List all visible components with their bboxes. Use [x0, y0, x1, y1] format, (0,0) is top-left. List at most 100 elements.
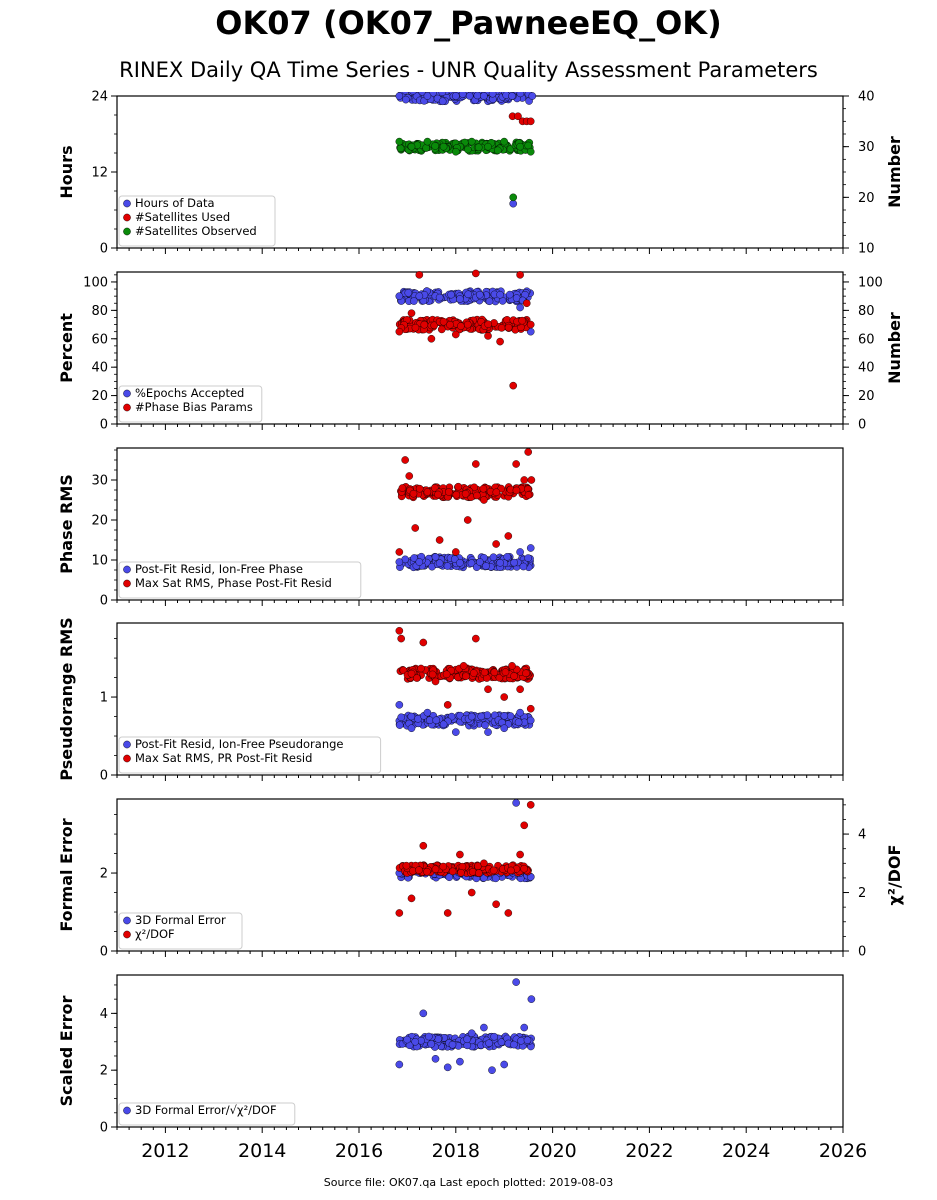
scatter-point — [469, 669, 478, 677]
data-points — [395, 799, 535, 917]
scatter-point — [495, 673, 504, 682]
scatter-point — [463, 1035, 471, 1044]
scatter-point — [526, 801, 535, 809]
legend-box — [118, 561, 362, 599]
legend-entry: 3D Formal Error — [135, 913, 226, 927]
scatter-point — [501, 668, 510, 676]
scatter-point — [439, 720, 448, 729]
legend-entry: Max Sat RMS, Phase Post-Fit Resid — [135, 576, 332, 590]
chart-title: OK07 (OK07_PawneeEQ_OK) — [215, 4, 722, 42]
scatter-point — [488, 1066, 496, 1074]
y-right-tick-label: 2 — [858, 886, 866, 901]
scatter-point — [479, 484, 488, 493]
scatter-point — [402, 861, 411, 870]
scatter-point — [488, 92, 497, 98]
scatter-point — [438, 92, 447, 96]
scatter-point — [397, 634, 405, 643]
legend-marker — [123, 579, 131, 588]
scatter-point — [509, 193, 518, 202]
scatter-point — [434, 490, 442, 499]
scatter-point — [526, 320, 535, 329]
scatter-point — [476, 558, 484, 566]
scatter-point — [528, 92, 537, 100]
scatter-point — [443, 701, 452, 709]
legend-marker — [123, 1106, 131, 1115]
scatter-point — [510, 672, 518, 680]
y-tick-label: 40 — [91, 361, 108, 376]
scatter-point — [415, 292, 424, 300]
scatter-point — [431, 1055, 440, 1063]
scatter-point — [407, 142, 416, 151]
scatter-point — [514, 112, 522, 121]
scatter-point — [411, 323, 420, 332]
scatter-point — [516, 708, 524, 717]
scatter-point — [423, 488, 432, 496]
scatter-point — [438, 97, 447, 106]
scatter-point — [512, 799, 520, 807]
panel-frame — [116, 974, 844, 1128]
scatter-point — [451, 728, 460, 736]
legend-entry: Max Sat RMS, PR Post-Fit Resid — [135, 751, 312, 765]
scatter-point — [403, 1035, 411, 1044]
scatter-point — [520, 821, 529, 830]
scatter-point — [500, 137, 509, 146]
scatter-point — [423, 708, 432, 717]
legend-marker — [123, 565, 131, 574]
scatter-point — [524, 491, 533, 499]
scatter-point — [492, 540, 500, 548]
y-tick-label: 2 — [100, 867, 108, 882]
scatter-point — [526, 544, 535, 552]
scatter-point — [397, 713, 406, 722]
panel-4: 0 1 Pseudorange RMS Post-Fit Resid, Ion-Fre… — [57, 617, 844, 784]
scatter-point — [516, 548, 524, 556]
y-right-tick-label: 20 — [858, 191, 875, 206]
y-tick-label: 2 — [100, 1064, 108, 1079]
scatter-point — [456, 559, 464, 567]
scatter-point — [432, 716, 441, 725]
scatter-point — [435, 293, 444, 302]
chart-subtitle: RINEX Daily QA Time Series - UNR Quality… — [119, 58, 818, 82]
scatter-point — [473, 92, 482, 100]
data-points — [395, 626, 535, 736]
x-tick-label: 2014 — [238, 1140, 286, 1162]
scatter-point — [475, 869, 483, 877]
scatter-point — [467, 137, 476, 146]
legend-entry: #Satellites Used — [135, 210, 230, 224]
scatter-point — [451, 548, 460, 556]
y-tick-label: 20 — [91, 389, 108, 404]
scatter-point — [458, 92, 467, 98]
scatter-point — [427, 334, 436, 343]
legend-marker — [123, 213, 131, 222]
y-right-tick-label: 4 — [858, 828, 866, 843]
x-tick-label: 2026 — [819, 1140, 867, 1162]
scatter-point — [474, 143, 483, 152]
scatter-point — [395, 909, 404, 917]
scatter-point — [463, 516, 472, 524]
scatter-point — [522, 669, 530, 678]
scatter-point — [395, 626, 404, 635]
scatter-point — [467, 712, 476, 721]
scatter-point — [491, 874, 500, 883]
scatter-point — [415, 484, 424, 493]
legend-entry: %Epochs Accepted — [135, 386, 244, 400]
legend-box — [118, 385, 263, 423]
y-tick-label: 80 — [91, 304, 108, 319]
scatter-point — [415, 558, 424, 566]
scatter-point — [516, 142, 524, 151]
y-tick-label: 0 — [100, 418, 108, 433]
scatter-point — [473, 491, 481, 500]
scatter-point — [427, 1040, 436, 1048]
scatter-point — [407, 894, 416, 903]
scatter-point — [526, 716, 535, 725]
scatter-point — [431, 865, 440, 873]
scatter-point — [480, 1023, 488, 1032]
scatter-point — [508, 92, 516, 100]
scatter-point — [484, 320, 493, 329]
y-axis-label: Hours — [57, 145, 76, 198]
y-axis-label: Scaled Error — [57, 996, 76, 1107]
x-tick-label: 2022 — [625, 1140, 673, 1162]
x-tick-label: 2016 — [335, 1140, 383, 1162]
scatter-point — [526, 117, 535, 126]
y-tick-label: 100 — [83, 275, 108, 290]
